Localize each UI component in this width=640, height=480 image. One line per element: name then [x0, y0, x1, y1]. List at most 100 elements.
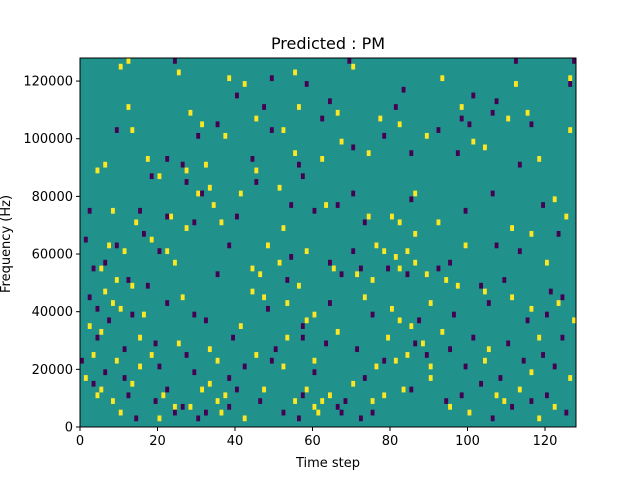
heatmap-cell-high — [335, 109, 340, 116]
heatmap-cell-high — [149, 236, 154, 243]
heatmap-cell-high — [421, 340, 425, 347]
heatmap-cell-high — [165, 248, 170, 255]
heatmap-cell-high — [494, 392, 499, 399]
heatmap-cell-high — [188, 109, 193, 116]
heatmap-cell-low — [200, 190, 205, 197]
heatmap-cell-low — [114, 127, 119, 133]
heatmap-cell-low — [343, 398, 348, 404]
heatmap-cell-low — [564, 409, 569, 416]
heatmap-cell-high — [459, 104, 464, 110]
heatmap-cell-low — [273, 346, 278, 353]
heatmap-cell-low — [122, 346, 127, 353]
heatmap-cell-low — [91, 380, 96, 387]
heatmap-cell-low — [153, 398, 158, 404]
heatmap-cell-low — [359, 265, 363, 272]
heatmap-cell-high — [130, 282, 135, 289]
heatmap-cell-low — [335, 202, 340, 208]
heatmap-cell-low — [517, 161, 522, 168]
heatmap-cell-low — [269, 127, 274, 133]
heatmap-cell-low — [572, 58, 577, 64]
heatmap-cell-low — [362, 219, 367, 226]
heatmap-cell-high — [339, 138, 344, 145]
plot-frame — [79, 57, 577, 428]
heatmap-cell-high — [572, 317, 577, 324]
heatmap-cell-high — [118, 409, 123, 416]
heatmap-cell-low — [192, 219, 197, 226]
heatmap-cell-low — [444, 398, 449, 404]
heatmap-cell-low — [269, 75, 274, 82]
heatmap-cell-low — [227, 403, 232, 410]
heatmap-cell-high — [238, 190, 243, 197]
heatmap-cell-high — [386, 334, 391, 341]
heatmap-cell-low — [335, 403, 340, 410]
heatmap-cell-high — [297, 282, 301, 289]
heatmap-cell-low — [548, 288, 553, 295]
heatmap-cell-high — [111, 300, 115, 306]
heatmap-cell-high — [537, 156, 542, 162]
heatmap-cell-high — [568, 127, 573, 133]
heatmap-cell-high — [99, 328, 104, 335]
heatmap-cell-low — [490, 415, 495, 422]
x-tick-label: 40 — [227, 434, 244, 449]
heatmap-cell-low — [320, 115, 325, 122]
heatmap-cell-high — [122, 248, 127, 255]
heatmap-cell-high — [382, 248, 387, 255]
heatmap-cell-low — [300, 323, 305, 329]
heatmap-cell-high — [223, 392, 228, 399]
heatmap-cell-high — [281, 225, 286, 231]
heatmap-cell-low — [114, 242, 119, 249]
heatmap-cell-low — [545, 392, 549, 399]
y-axis: 0 20000 40000 60000 80000 100000 120000 — [23, 75, 80, 436]
heatmap-cell-low — [552, 363, 557, 370]
heatmap-cell-high — [262, 386, 267, 393]
heatmap-cell-high — [366, 213, 371, 220]
x-tick-label: 60 — [304, 434, 321, 449]
heatmap-cell-high — [393, 357, 398, 364]
heatmap-cell-low — [91, 265, 96, 272]
heatmap-cell-high — [374, 363, 379, 370]
heatmap-cell-high — [455, 282, 460, 289]
heatmap-cell-high — [169, 213, 174, 220]
heatmap-cell-low — [490, 109, 495, 116]
heatmap-cell-low — [541, 352, 546, 358]
heatmap-cell-high — [219, 409, 224, 416]
heatmap-cell-low — [370, 311, 375, 318]
y-tick-label: 60000 — [32, 248, 73, 263]
heatmap-cell-high — [266, 242, 270, 249]
heatmap-cell-high — [83, 375, 88, 381]
heatmap-cell-high — [250, 288, 255, 295]
heatmap-cell-high — [138, 363, 143, 370]
heatmap-cell-high — [351, 380, 356, 387]
heatmap-cell-low — [289, 254, 294, 260]
heatmap-cell-high — [111, 398, 115, 404]
heatmap-cell-low — [204, 317, 208, 324]
y-tick-label: 120000 — [23, 75, 73, 90]
heatmap-cell-high — [242, 81, 247, 87]
heatmap-cell-low — [455, 150, 460, 157]
heatmap-cell-low — [231, 334, 236, 341]
heatmap-cell-high — [207, 184, 212, 191]
heatmap-cell-low — [339, 409, 344, 416]
heatmap-cell-low — [351, 190, 356, 197]
heatmap-cell-high — [130, 380, 135, 387]
heatmap-cell-low — [514, 58, 518, 64]
heatmap-cell-high — [324, 202, 329, 208]
heatmap-cell-low — [180, 403, 185, 410]
heatmap-cell-low — [165, 213, 170, 220]
heatmap-cell-low — [107, 317, 112, 324]
heatmap-cell-high — [254, 115, 259, 122]
heatmap-cell-high — [118, 63, 123, 70]
heatmap-cell-low — [545, 311, 549, 318]
heatmap-cell-high — [428, 375, 433, 381]
heatmap-cell-high — [537, 415, 542, 422]
heatmap-cell-low — [351, 144, 356, 151]
heatmap-cell-high — [254, 352, 259, 358]
heatmap-cell-low — [103, 369, 108, 376]
heatmap-cell-low — [401, 86, 406, 93]
heatmap-cell-high — [130, 127, 135, 133]
heatmap-cell-high — [328, 392, 332, 399]
heatmap-cell-high — [207, 346, 212, 353]
heatmap-cell-high — [238, 323, 243, 329]
heatmap-cell-high — [103, 288, 108, 295]
heatmap-cell-low — [328, 300, 332, 306]
